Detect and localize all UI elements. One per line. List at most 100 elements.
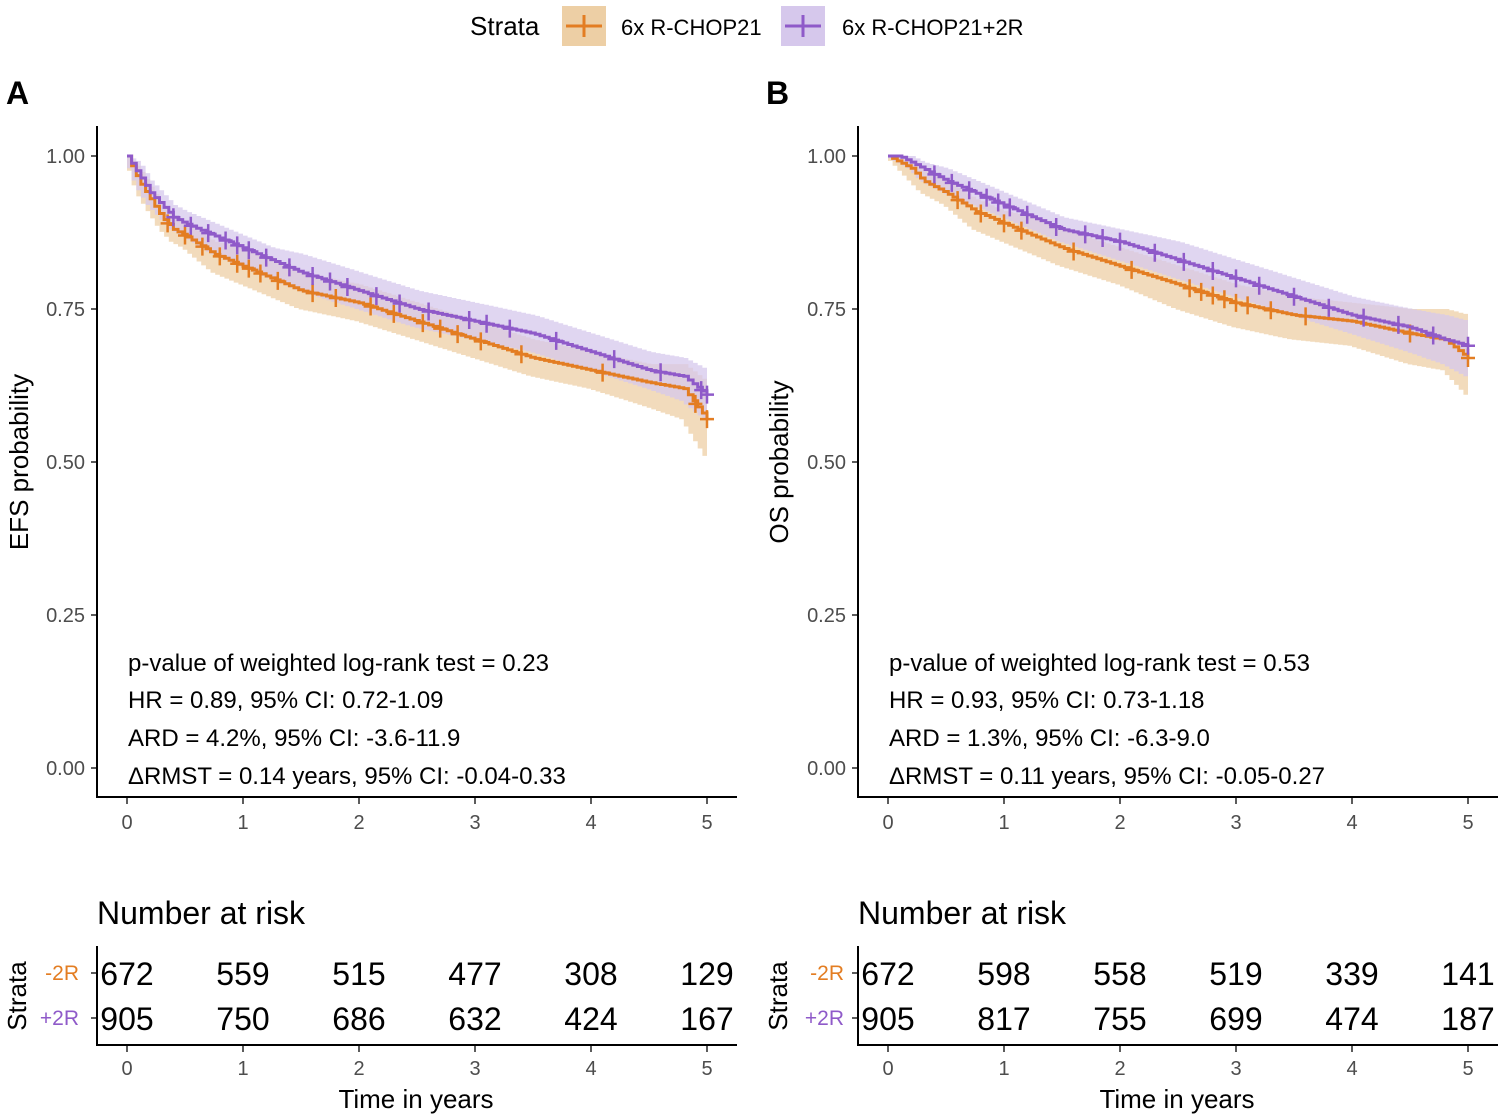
panel-a-plot-area bbox=[127, 154, 714, 456]
panel-a-y-ticks: 1.00 0.75 0.50 0.25 0.00 bbox=[46, 146, 97, 780]
panel-b-risk-x-tick-label: 5 bbox=[1462, 1058, 1473, 1080]
panel-b-risk-value: 817 bbox=[977, 1001, 1030, 1037]
panel-a-risk-table: Number at risk Strata -2R +2R 672 559 51… bbox=[2, 895, 737, 1114]
panel-b-x-ticks: 0 1 2 3 4 5 bbox=[882, 798, 1474, 834]
panel-a-risk-value: 308 bbox=[564, 956, 617, 992]
panel-a-censor-mark bbox=[230, 254, 245, 273]
panel-b-censor-mark bbox=[1020, 205, 1035, 224]
panel-a-censor-mark bbox=[212, 247, 227, 266]
panel-b-censor-mark bbox=[1205, 262, 1220, 281]
panel-b-risk-x-title: Time in years bbox=[1099, 1084, 1254, 1114]
panel-b-risk-value: 755 bbox=[1093, 1001, 1146, 1037]
panel-b-risk-y-title: Strata bbox=[763, 961, 793, 1031]
panel-b-x-tick-label: 5 bbox=[1462, 812, 1473, 834]
panel-a-risk-value: 559 bbox=[216, 956, 269, 992]
panel-b-x-tick-label: 0 bbox=[882, 812, 893, 834]
panel-a-censor-mark bbox=[201, 224, 216, 243]
panel-b-risk-value: 519 bbox=[1209, 956, 1262, 992]
legend: Strata 6x R-CHOP21 6x R-CHOP21+2R bbox=[470, 6, 1024, 46]
panel-b-censor-mark bbox=[1391, 315, 1406, 334]
panel-b-annotation-ard: ARD = 1.3%, 95% CI: -6.3-9.0 bbox=[889, 725, 1210, 752]
panel-a-censor-mark bbox=[502, 319, 517, 338]
panel-a: A EFS probability 1.00 0.75 0.50 0.25 0.… bbox=[2, 75, 737, 1114]
panel-a-annotation-hr: HR = 0.89, 95% CI: 0.72-1.09 bbox=[128, 687, 444, 714]
panel-a-censor-mark bbox=[653, 363, 668, 382]
panel-a-y-axis-title: EFS probability bbox=[4, 374, 34, 550]
panel-a-censor-mark bbox=[178, 226, 192, 245]
panel-b-plot-area bbox=[888, 154, 1475, 395]
panel-b-risk-value: 699 bbox=[1209, 1001, 1262, 1037]
panel-a-risk-x-title: Time in years bbox=[338, 1084, 493, 1114]
panel-b-y-tick-label: 0.25 bbox=[807, 605, 846, 627]
panel-b-y-ticks: 1.00 0.75 0.50 0.25 0.00 bbox=[807, 146, 858, 780]
panel-b-censor-mark bbox=[1205, 286, 1220, 305]
panel-a-y-tick-label: 0.75 bbox=[46, 299, 85, 321]
panel-b-x-tick-label: 1 bbox=[998, 812, 1009, 834]
panel-a-censor-mark bbox=[363, 297, 378, 316]
panel-b-x-tick-label: 3 bbox=[1230, 812, 1241, 834]
panel-b-risk-strata-label: +2R bbox=[805, 1007, 844, 1030]
panel-b-y-axis-title: OS probability bbox=[764, 380, 794, 543]
panel-a-x-tick-label: 2 bbox=[353, 812, 364, 834]
panel-a-censor-mark bbox=[549, 331, 564, 350]
panel-a-annotations: p-value of weighted log-rank test = 0.23… bbox=[128, 650, 566, 790]
panel-a-censor-mark bbox=[700, 385, 714, 404]
panel-b-censor-mark bbox=[1461, 336, 1475, 355]
panel-b-annotation-rmst: ΔRMST = 0.11 years, 95% CI: -0.05-0.27 bbox=[889, 763, 1325, 790]
panel-b-censor-mark bbox=[1287, 287, 1301, 306]
panel-b-y-tick-label: 0.75 bbox=[807, 299, 846, 321]
panel-a-x-tick-label: 5 bbox=[701, 812, 712, 834]
panel-a-censor-mark bbox=[392, 294, 407, 313]
panel-b-risk-value: 141 bbox=[1441, 956, 1494, 992]
panel-b-risk-value: 187 bbox=[1441, 1001, 1494, 1037]
panel-b-censor-mark bbox=[1176, 252, 1191, 271]
panel-a-censor-mark bbox=[305, 266, 320, 285]
panel-a-y-tick-label: 1.00 bbox=[46, 146, 85, 168]
panel-a-risk-strata-label: +2R bbox=[40, 1007, 79, 1030]
panel-a-x-tick-label: 3 bbox=[469, 812, 480, 834]
panel-b-censor-mark bbox=[1321, 298, 1336, 317]
panel-a-risk-x-tick-label: 1 bbox=[237, 1058, 248, 1080]
panel-a-risk-value: 515 bbox=[332, 956, 385, 992]
panel-b-label: B bbox=[766, 75, 789, 111]
panel-b-censor-mark bbox=[944, 173, 959, 192]
panel-a-censor-mark bbox=[369, 287, 384, 306]
panel-a-x-tick-label: 1 bbox=[237, 812, 248, 834]
panel-a-risk-strata-label: -2R bbox=[45, 962, 79, 985]
panel-b-censor-mark bbox=[927, 165, 942, 184]
panel-a-censor-mark bbox=[323, 272, 337, 291]
panel-a-risk-value: 477 bbox=[448, 956, 501, 992]
panel-a-annotation-ard: ARD = 4.2%, 95% CI: -3.6-11.9 bbox=[128, 725, 460, 752]
panel-a-censor-mark bbox=[514, 345, 529, 364]
panel-b-survival-curve-minus-2r bbox=[888, 154, 1470, 358]
panel-b-censor-mark bbox=[1066, 242, 1081, 261]
panel-a-risk-y-title: Strata bbox=[2, 961, 32, 1031]
panel-a-risk-value: 129 bbox=[680, 956, 733, 992]
panel-b-risk-value: 672 bbox=[861, 956, 914, 992]
panel-b-censor-mark bbox=[1124, 260, 1139, 279]
panel-a-censor-mark bbox=[700, 410, 714, 429]
panel-a-censor-mark bbox=[305, 284, 320, 303]
panel-b-censor-mark bbox=[1002, 198, 1017, 217]
panel-a-y-tick-label: 0.50 bbox=[46, 452, 85, 474]
panel-a-censor-mark bbox=[253, 264, 268, 283]
panel-b-censor-mark bbox=[1078, 225, 1093, 244]
panel-a-censor-mark bbox=[328, 288, 343, 307]
panel-b-censor-mark bbox=[1229, 269, 1243, 288]
panel-b-x-tick-label: 4 bbox=[1346, 812, 1357, 834]
panel-b-risk-x-tick-label: 2 bbox=[1114, 1058, 1125, 1080]
panel-a-survival-curve-minus-2r bbox=[127, 154, 709, 420]
panel-b-censor-mark bbox=[1014, 221, 1029, 240]
panel-b-risk-value: 339 bbox=[1325, 956, 1378, 992]
panel-b-risk-x-tick-label: 0 bbox=[882, 1058, 893, 1080]
panel-b-censor-mark bbox=[962, 181, 977, 200]
panel-b-risk-value: 558 bbox=[1093, 956, 1146, 992]
panel-b-censor-mark bbox=[1252, 276, 1267, 295]
panel-b-censor-mark bbox=[997, 214, 1011, 233]
panel-a-risk-x-tick-label: 5 bbox=[701, 1058, 712, 1080]
panel-b-censor-mark bbox=[1113, 232, 1127, 251]
panel-b-annotation-hr: HR = 0.93, 95% CI: 0.73-1.18 bbox=[889, 687, 1205, 714]
panel-a-censor-mark bbox=[415, 314, 430, 333]
panel-b-censor-mark bbox=[973, 204, 988, 223]
